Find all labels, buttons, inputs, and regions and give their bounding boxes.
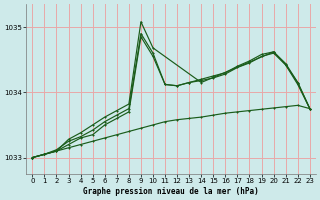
X-axis label: Graphe pression niveau de la mer (hPa): Graphe pression niveau de la mer (hPa) [83,187,259,196]
